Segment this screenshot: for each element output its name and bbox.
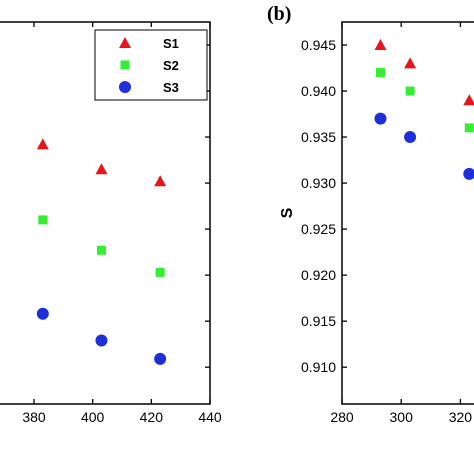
panel-b-y-tick-label: 0.915 <box>301 313 336 329</box>
panel-a-legend-label: S3 <box>163 80 179 95</box>
panel-a-legend-label: S1 <box>163 36 179 51</box>
panel-b-point-s1 <box>374 39 387 51</box>
panel-b-y-tick-label: 0.910 <box>301 359 336 375</box>
panel-b-y-axis-title: S <box>279 207 296 218</box>
panel-a-legend-marker-s3 <box>119 81 131 93</box>
panel-b-y-tick-label: 0.945 <box>301 37 336 53</box>
panel-a-legend-marker-s2 <box>120 60 130 70</box>
panel-b-x-tick-label: 280 <box>330 409 354 425</box>
panel-a-x-tick-label: 380 <box>22 409 46 425</box>
panel-a-legend: S1 S2 S3 <box>94 29 208 101</box>
panel-a-plot-frame <box>0 21 211 405</box>
panel-b: 280 300 320 0.910 0.915 0.920 0.925 0.930 0.935 0… <box>267 3 474 425</box>
panel-b-y-tick-label: 0.920 <box>301 267 336 283</box>
panel-a-x-tick-label: 400 <box>81 409 105 425</box>
panel-a-point-s1 <box>154 175 167 187</box>
panel-a-legend-label: S2 <box>163 58 179 73</box>
panel-b-point-s1 <box>404 57 417 69</box>
panel-b-y-tick-label: 0.925 <box>301 221 336 237</box>
panel-a: 380 400 420 440 S1 S2 S3 <box>0 21 222 425</box>
panel-b-point-s1 <box>463 94 474 106</box>
panel-b-y-tick-label: 0.930 <box>301 175 336 191</box>
panel-b-plot-frame <box>341 21 474 405</box>
panel-b-x-tick-label: 320 <box>449 409 473 425</box>
panel-a-point-s1 <box>95 163 108 175</box>
panel-a-point-s1 <box>36 138 49 150</box>
panel-a-point-s3 <box>154 352 167 365</box>
panel-a-legend-marker-s1 <box>119 37 131 48</box>
panel-b-panel-label: (b) <box>267 3 291 25</box>
panel-b-point-s2 <box>375 68 385 78</box>
panel-b-point-s2 <box>464 123 474 133</box>
panel-a-point-s2 <box>155 267 165 277</box>
panel-a-point-s3 <box>95 334 108 347</box>
panel-a-x-tick-label: 420 <box>140 409 164 425</box>
panel-a-point-s2 <box>96 245 106 255</box>
panel-b-y-tick-label: 0.935 <box>301 129 336 145</box>
panel-a-legend-box <box>94 29 208 101</box>
panel-b-point-s3 <box>374 112 387 125</box>
panel-a-x-tick-label: 440 <box>198 409 222 425</box>
panel-b-x-tick-label: 300 <box>390 409 414 425</box>
panel-b-point-s3 <box>404 131 417 144</box>
panel-b-y-tick-label: 0.940 <box>301 83 336 99</box>
panel-b-point-s2 <box>405 86 415 96</box>
panel-b-point-s3 <box>463 167 474 180</box>
panel-a-point-s2 <box>38 215 48 225</box>
panel-a-point-s3 <box>36 307 49 320</box>
